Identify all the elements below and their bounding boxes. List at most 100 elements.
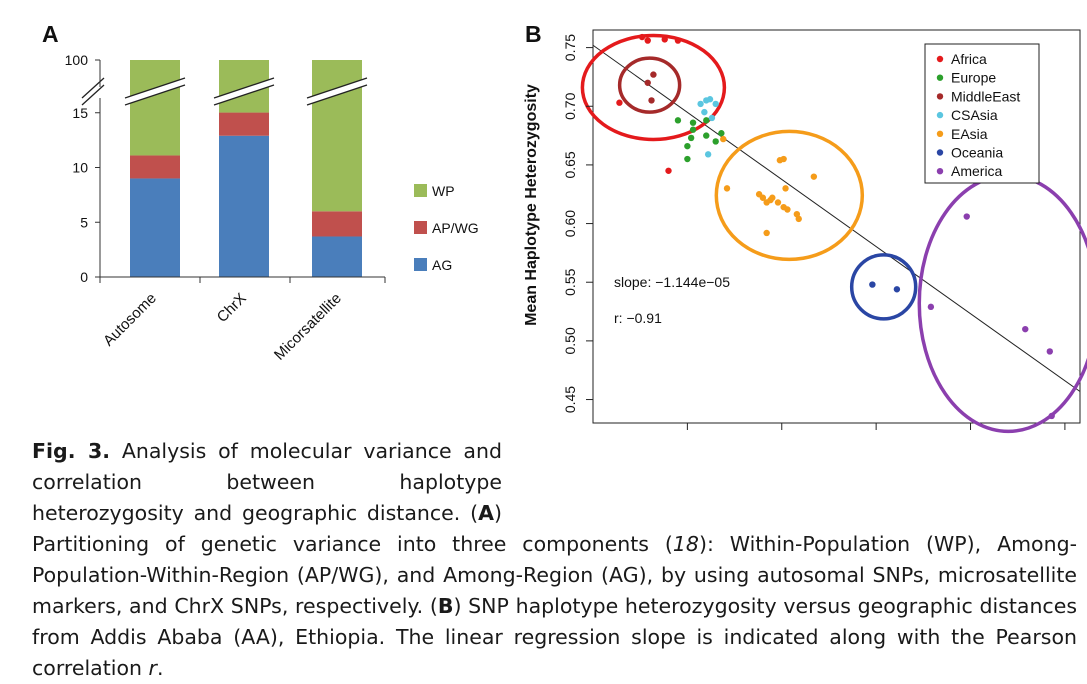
point-csasia-2 (706, 96, 714, 103)
scatter-points (616, 33, 1055, 420)
legend-swatch-wp (414, 184, 427, 197)
y-tick-labels-a: 0 5 10 15 100 (65, 52, 100, 285)
caption-text-4: ) SNP haplotype heterozygosity versus ge… (32, 594, 1077, 680)
legend-box-b (924, 43, 1040, 184)
panel-b-letter: B (525, 21, 542, 47)
point-easia-3 (780, 155, 787, 163)
legend-marker-middleeast (936, 93, 944, 100)
point-middleeast-1 (650, 71, 657, 78)
caption-text-1: Analysis of molecular variance and corre… (32, 439, 502, 525)
point-europe-4 (684, 142, 691, 150)
point-europe-1 (689, 119, 697, 126)
point-africa-5 (665, 167, 672, 174)
y-tick-label-a-5: 5 (80, 214, 88, 230)
y-tick-label-b-0-45: 0.45 (562, 386, 578, 413)
point-csasia-3 (712, 100, 719, 108)
point-europe-3 (687, 134, 695, 142)
point-easia-7 (759, 194, 767, 201)
legend-label-europe: Europe (951, 70, 996, 86)
x-tick-label-chrx: ChrX (214, 290, 250, 326)
legend-label-oceania: Oceania (951, 145, 1003, 161)
x-ticks-b: 500010000150002000025000 (686, 423, 1066, 430)
bar-autosome-ag (130, 178, 180, 277)
point-america-4 (1048, 412, 1055, 420)
point-easia-16 (763, 229, 770, 237)
caption-text-3: ): Within-Population (WP), Among-Populat… (32, 532, 1078, 618)
y-tick-label-b-0-60: 0.60 (562, 210, 578, 237)
point-easia-4 (782, 185, 789, 192)
legend-a: WP AP/WG AG (414, 183, 479, 273)
bar-chrx-ap-wg (219, 112, 269, 136)
y-ticks-b: 0.45 0.50 0.55 0.60 0.65 0.70 0.75 (562, 34, 593, 413)
axis-break-line-1-a (124, 77, 186, 99)
axes-a (81, 60, 386, 283)
axis-break-line-1-b (124, 84, 186, 106)
axis-break-line-2-a (213, 77, 275, 99)
legend-marker-africa (936, 55, 944, 63)
legend-label-america: America (951, 163, 1003, 179)
cluster-ellipse-africa (580, 33, 727, 142)
point-middleeast-2 (648, 97, 655, 104)
point-europe-8 (718, 130, 725, 137)
cluster-ellipse-easia (714, 129, 865, 262)
point-europe-2 (689, 126, 697, 133)
legend-label-easia: EAsia (951, 126, 988, 142)
axis-break-gap-3 (307, 78, 367, 105)
y-axis-label-b: Mean Haplotype Heterozygosity (523, 84, 540, 326)
point-csasia-5 (708, 114, 716, 122)
axis-break-gap-1 (125, 78, 185, 105)
r-annotation: r: −0.91 (614, 310, 662, 326)
point-europe-7 (712, 138, 719, 145)
caption-b-letter: B (437, 594, 454, 618)
legend-marker-csasia (936, 111, 944, 119)
point-europe-6 (703, 132, 710, 139)
axis-break-gap-2 (214, 78, 274, 105)
legend-label-africa: Africa (951, 51, 987, 67)
point-europe-0 (674, 117, 682, 124)
legend-swatch-ag (414, 258, 427, 271)
legend-swatch-ap-wg (414, 221, 427, 234)
point-csasia-4 (701, 108, 708, 116)
y-tick-label-a-100: 100 (65, 52, 89, 68)
point-america-1 (927, 303, 935, 311)
bar-autosome-wp (130, 60, 180, 156)
axis-break-line-3-a (306, 77, 368, 99)
y-tick-label-b-0-55: 0.55 (562, 268, 578, 295)
point-america-3 (1046, 348, 1053, 355)
point-csasia-0 (697, 100, 704, 108)
caption-text-2: ) Partitioning of genetic variance into … (32, 501, 673, 556)
cluster-ellipse-middleeast (617, 56, 682, 114)
legend-marker-oceania (936, 149, 944, 156)
point-africa-0 (638, 33, 646, 41)
point-america-2 (1022, 325, 1029, 333)
bar-micorsatellite-ap-wg (312, 211, 362, 237)
legend-label-ap-wg: AP/WG (432, 220, 479, 236)
bar-chrx-ag (219, 135, 269, 277)
point-africa-2 (661, 36, 668, 43)
point-easia-15 (795, 215, 802, 223)
y-tick-label-b-0-65: 0.65 (562, 151, 578, 178)
point-africa-1 (644, 37, 651, 44)
legend-marker-easia (936, 130, 944, 137)
cluster-ellipse-america (917, 173, 1087, 434)
point-easia-0 (720, 135, 727, 143)
legend-b: Africa Europe MiddleEast CSAsia EAsia Oceania… (924, 43, 1040, 184)
panel-a-stacked-bar-chart: 0 5 10 15 100 Autosome ChrX Micorsatellite WP A… (65, 52, 479, 364)
panel-b-scatter-plot: 500010000150002000025000 0.45 0.50 0.55 0.6… (523, 29, 1087, 434)
point-africa-3 (674, 37, 682, 44)
legend-marker-america (936, 168, 944, 175)
caption-ref: 18 (672, 532, 699, 556)
legend-label-wp: WP (432, 183, 455, 199)
point-csasia-6 (704, 151, 712, 158)
figure-caption: Fig. 3. Analysis of molecular variance a… (32, 436, 1077, 684)
point-oceania-0 (869, 281, 876, 288)
y-tick-label-b-0-75: 0.75 (562, 34, 578, 61)
point-easia-13 (784, 206, 791, 213)
caption-label: Fig. 3. (32, 439, 110, 463)
y-tick-label-b-0-50: 0.50 (562, 327, 578, 354)
x-tick-label-autosome: Autosome (100, 290, 160, 350)
point-easia-11 (774, 199, 782, 206)
caption-text-5: . (156, 656, 164, 680)
point-africa-4 (616, 99, 623, 106)
slope-annotation: slope: −1.144e−05 (614, 274, 730, 290)
